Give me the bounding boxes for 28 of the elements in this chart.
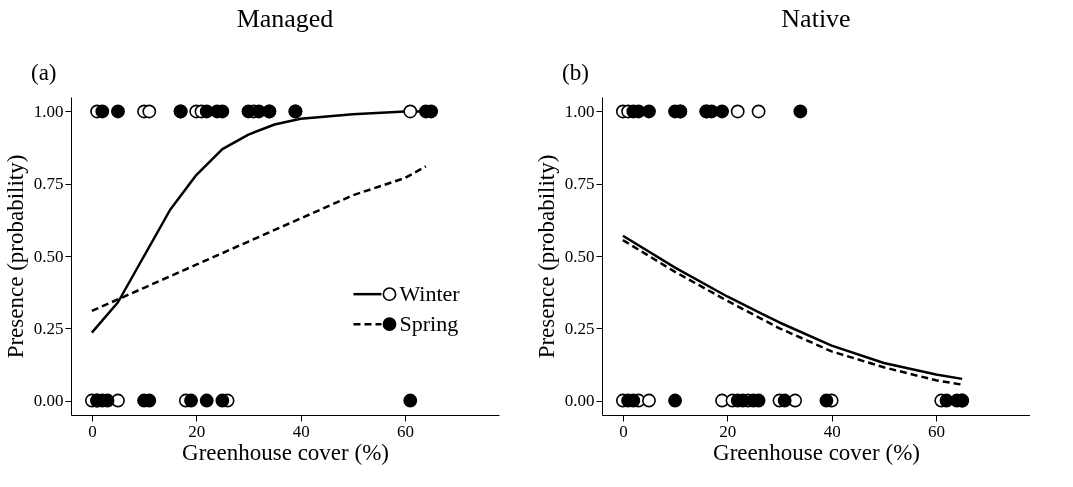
legend-label: Spring (399, 311, 459, 337)
x-tick-label: 60 (928, 421, 946, 441)
y-tick-label: 0.75 (564, 174, 595, 194)
y-axis-title: Presence (probability) (2, 154, 28, 359)
y-tick-label: 0.00 (564, 391, 595, 411)
x-tick-label: 40 (292, 421, 310, 441)
legend-label: Winter (399, 281, 461, 307)
text: (b) (562, 60, 589, 85)
y-tick-label: 0.00 (33, 391, 64, 411)
y-tick-label: 1.00 (564, 101, 595, 121)
x-tick-label: 40 (823, 421, 841, 441)
chart-title: Managed (236, 4, 334, 33)
x-axis-title: Greenhouse cover (%) (713, 439, 920, 465)
x-tick-label: 0 (88, 421, 97, 441)
x-axis-title: Greenhouse cover (%) (182, 439, 389, 465)
chart-title: Native (781, 4, 851, 33)
y-tick-label: 0.75 (33, 174, 64, 194)
y-tick-label: 0.50 (33, 246, 64, 266)
y-axis-title: Presence (probability) (533, 154, 559, 359)
y-tick-label: 0.50 (564, 246, 595, 266)
y-tick-label: 0.25 (33, 318, 64, 338)
y-tick-label: 0.25 (564, 318, 595, 338)
y-tick-label: 1.00 (33, 101, 64, 121)
x-tick-label: 20 (188, 421, 206, 441)
x-tick-label: 0 (619, 421, 628, 441)
x-tick-label: 60 (397, 421, 415, 441)
text: (a) (31, 60, 57, 85)
x-tick-label: 20 (719, 421, 737, 441)
